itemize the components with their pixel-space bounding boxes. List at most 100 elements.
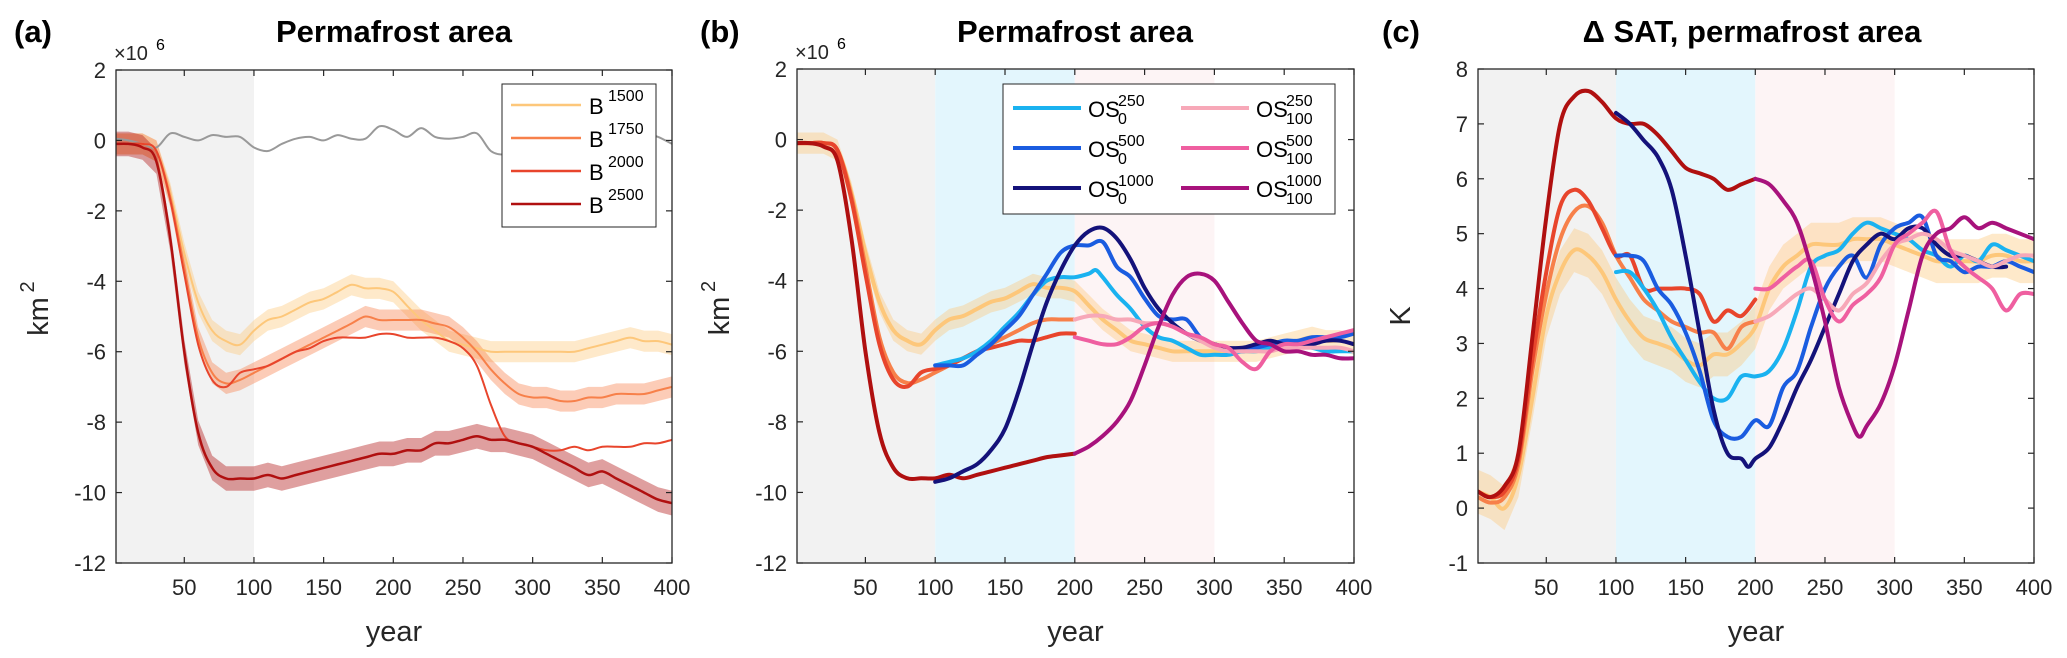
x-tick-label: 300 xyxy=(514,575,551,600)
y-tick-label: -8 xyxy=(86,410,106,435)
chart-title: Permafrost area xyxy=(276,14,513,49)
series-line-OS0_500 xyxy=(933,238,1354,369)
series-line-OS100_1000 xyxy=(1753,176,2034,439)
legend-label: B xyxy=(589,160,604,185)
x-tick-label: 200 xyxy=(1737,575,1774,600)
y-axis-label: km xyxy=(704,297,736,336)
panel-a: (a) Permafrost area 50 100 150 200 250 300 350 40… xyxy=(14,14,690,648)
x-tick-label: 200 xyxy=(1056,575,1093,600)
band-B1500 xyxy=(1478,217,2034,531)
series-line-OS100_500 xyxy=(1753,208,2034,324)
y-tick-label: 0 xyxy=(775,128,787,153)
legend-label: OS xyxy=(1088,177,1120,202)
y-tick-label: 8 xyxy=(1456,57,1468,82)
x-tick-label: 50 xyxy=(1534,575,1558,600)
panel-label: (b) xyxy=(700,14,740,49)
y-tick-label: 5 xyxy=(1456,222,1468,247)
series-line-OS100_250 xyxy=(1072,313,1354,354)
y-tick-label: -12 xyxy=(74,551,106,576)
legend-label-sup: 500 xyxy=(1118,133,1145,150)
y-axis-label: K xyxy=(1385,306,1417,326)
series-line-B2500 xyxy=(1478,88,1758,500)
x-tick-label: 350 xyxy=(1946,575,1983,600)
legend-label-sup: 1750 xyxy=(608,121,644,138)
axes-box xyxy=(1477,68,2035,564)
series-group xyxy=(797,132,1354,484)
series-line-OS100_1000 xyxy=(1072,271,1354,456)
x-tick-label: 250 xyxy=(1126,575,1163,600)
x-tick-label: 250 xyxy=(1807,575,1844,600)
y-tick-label: 1 xyxy=(1456,441,1468,466)
series-line-OS100_500 xyxy=(1072,321,1354,372)
x-tick-label: 50 xyxy=(853,575,877,600)
y-tick-label: 0 xyxy=(1456,496,1468,521)
series-group xyxy=(116,124,672,516)
x-tick-label: 400 xyxy=(1336,575,1373,600)
legend-item: B 2500 xyxy=(511,187,644,218)
y-tick-label: -6 xyxy=(86,340,106,365)
legend-label-sub: 100 xyxy=(1286,151,1313,168)
x-axis-label: year xyxy=(366,616,423,648)
y-tick-label: -8 xyxy=(767,410,787,435)
band-B1750 xyxy=(116,133,672,412)
y-tick-label: 3 xyxy=(1456,331,1468,356)
x-tick-label: 200 xyxy=(375,575,412,600)
legend-label-sup: 500 xyxy=(1286,133,1313,150)
legend-label-sup: 250 xyxy=(1286,93,1313,110)
x-tick-label: 400 xyxy=(654,575,691,600)
x-tick-label: 150 xyxy=(1667,575,1704,600)
y-axis-label-group: km 2 xyxy=(17,281,55,335)
x-tick-label: 400 xyxy=(2016,575,2053,600)
legend-item: B 1750 xyxy=(511,121,644,152)
y-tick-label: -10 xyxy=(74,481,106,506)
legend-item: B 1500 xyxy=(511,88,644,119)
legend-label: B xyxy=(589,127,604,152)
series-line-B2500 xyxy=(797,140,1077,482)
y-axis-label-group: km 2 xyxy=(698,281,736,335)
series-line-OS0_500 xyxy=(1614,213,2034,441)
legend-label-sup: 1000 xyxy=(1286,173,1322,190)
series-line-OS0_1000 xyxy=(1614,110,2009,469)
legend: OS2500OS5000OS10000OS250100OS500100OS100… xyxy=(1002,83,1336,215)
legend-label-sup: 250 xyxy=(1118,93,1145,110)
legend-label: OS xyxy=(1256,137,1288,162)
y-tick-label: 2 xyxy=(1456,386,1468,411)
y-tick-label: 4 xyxy=(1456,277,1468,302)
y-tick-label: -6 xyxy=(767,339,787,364)
x-tick-label: 350 xyxy=(584,575,621,600)
x-tick-label: 150 xyxy=(987,575,1024,600)
panel-label: (c) xyxy=(1382,14,1420,49)
y-exponent-sup: 6 xyxy=(837,36,846,53)
chart-title: Δ SAT, permafrost area xyxy=(1583,14,1922,49)
x-axis-label: year xyxy=(1047,616,1104,648)
legend-label-sub: 0 xyxy=(1118,111,1127,128)
series-line-B2000 xyxy=(116,142,672,452)
series-line-B2000 xyxy=(797,140,1077,389)
series-group xyxy=(1478,88,2034,531)
y-tick-label: 0 xyxy=(94,128,106,153)
band-B2500 xyxy=(116,131,672,516)
legend-label-sub: 100 xyxy=(1286,111,1313,128)
y-tick-label: 6 xyxy=(1456,167,1468,192)
x-tick-label: 100 xyxy=(1598,575,1635,600)
panel-label: (a) xyxy=(14,14,52,49)
y-exponent-label: ×10 xyxy=(114,43,148,65)
y-tick-label: -12 xyxy=(755,551,787,576)
axes-box xyxy=(115,69,673,564)
series-line-B1750 xyxy=(116,142,672,403)
x-tick-label: 300 xyxy=(1876,575,1913,600)
legend-label-sub: 100 xyxy=(1286,191,1313,208)
shading-band-1 xyxy=(1615,69,1756,563)
x-tick-label: 100 xyxy=(236,575,273,600)
x-tick-label: 350 xyxy=(1266,575,1303,600)
band-B1500 xyxy=(116,133,672,363)
x-tick-label: 250 xyxy=(445,575,482,600)
x-tick-label: 300 xyxy=(1196,575,1233,600)
legend-label: OS xyxy=(1256,177,1288,202)
